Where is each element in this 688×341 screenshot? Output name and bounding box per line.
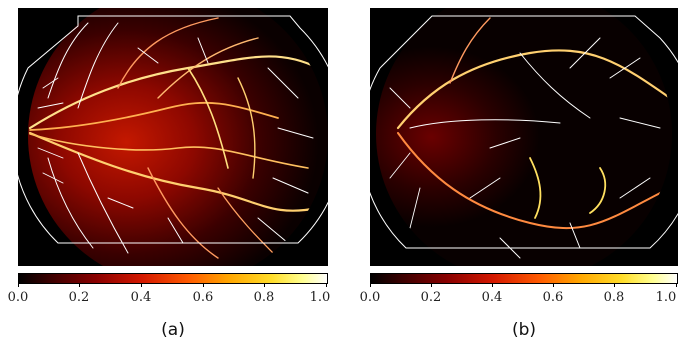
colorbar-tick-label: 0.2 bbox=[420, 290, 442, 305]
colorbar-tick-label: 0.6 bbox=[542, 290, 564, 305]
colorbar-tick bbox=[676, 283, 677, 287]
colorbar-tick bbox=[614, 283, 615, 287]
colorbar-tick-label: 0.4 bbox=[481, 290, 503, 305]
caption-b: (b) bbox=[511, 320, 537, 340]
colorbar-tick bbox=[141, 283, 142, 287]
retina-heatmap-a bbox=[18, 8, 328, 266]
retina-heatmap-b bbox=[370, 8, 678, 266]
colorbar-tick-label: 0.4 bbox=[130, 290, 152, 305]
colorbar-tick bbox=[203, 283, 204, 287]
colorbar-a bbox=[18, 273, 328, 284]
colorbar-tick-label: 1.0 bbox=[309, 290, 331, 305]
caption-a: (a) bbox=[161, 320, 185, 340]
colorbar-tick bbox=[264, 283, 265, 287]
colorbar-tick-label: 0.8 bbox=[253, 290, 275, 305]
colorbar-tick-label: 0.0 bbox=[7, 290, 29, 305]
colorbar-tick bbox=[326, 283, 327, 287]
colorbar-b bbox=[370, 273, 678, 284]
colorbar-tick-label: 1.0 bbox=[655, 290, 677, 305]
colorbar-tick bbox=[431, 283, 432, 287]
colorbar-tick bbox=[370, 283, 371, 287]
colorbar-tick bbox=[79, 283, 80, 287]
colorbar-tick-label: 0.8 bbox=[603, 290, 625, 305]
colorbar-tick-label: 0.6 bbox=[192, 290, 214, 305]
colorbar-tick-label: 0.0 bbox=[359, 290, 381, 305]
colorbar-tick bbox=[18, 283, 19, 287]
colorbar-tick bbox=[492, 283, 493, 287]
colorbar-tick bbox=[553, 283, 554, 287]
colorbar-tick-label: 0.2 bbox=[68, 290, 90, 305]
